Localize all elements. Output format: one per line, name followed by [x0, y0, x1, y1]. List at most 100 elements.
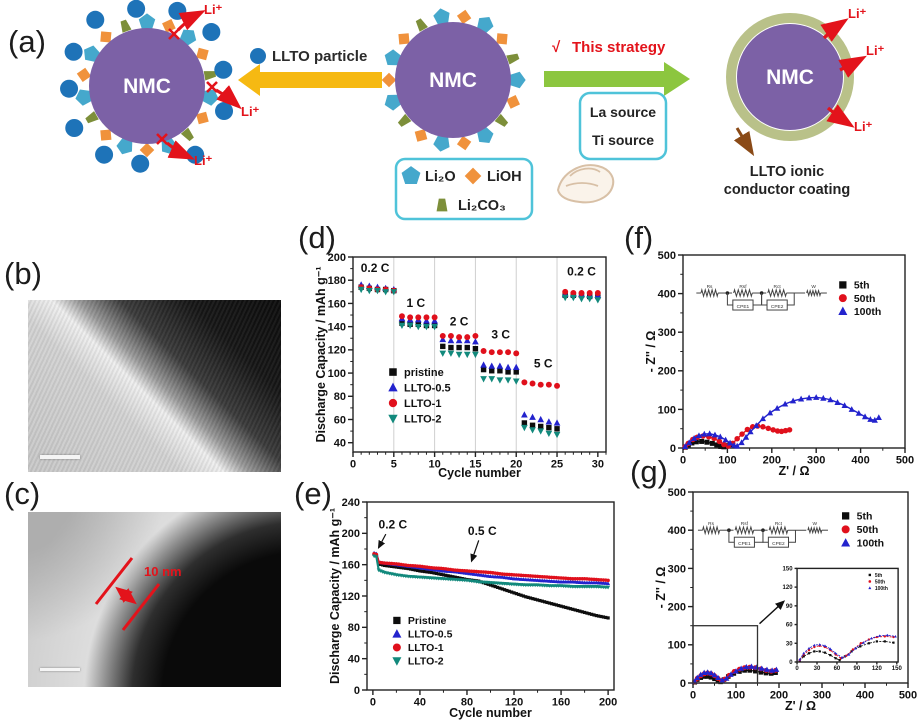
strategy-label: This strategy: [572, 39, 666, 56]
svg-text:5: 5: [391, 458, 397, 470]
svg-text:120: 120: [872, 666, 883, 672]
svg-text:15: 15: [469, 458, 481, 470]
y-axis-label: - Z'' / Ω: [654, 567, 668, 609]
strategy-check-icon: √: [552, 39, 561, 56]
svg-text:30: 30: [592, 458, 604, 470]
double-arrow: [115, 586, 137, 605]
svg-text:50th: 50th: [857, 524, 879, 536]
svg-text:0: 0: [370, 696, 376, 708]
scale-bar: [40, 668, 80, 671]
svg-text:200: 200: [668, 601, 686, 613]
svg-text:20: 20: [510, 458, 522, 470]
annotation: 1 C: [406, 296, 425, 310]
svg-text:100th: 100th: [875, 586, 888, 592]
li-ion-label: Li⁺: [194, 153, 213, 168]
annotation: 0.2 C: [379, 518, 408, 532]
svg-text:80: 80: [461, 696, 473, 708]
svg-text:200: 200: [658, 366, 676, 378]
li2o-label: Li₂O: [425, 169, 456, 185]
llto-particle-label: LLTO particle: [272, 48, 367, 65]
x-mark-icon: [156, 28, 218, 145]
panel-c-label: (c): [4, 476, 41, 511]
schematic-panel: NMC NMC NMC LLTO particle √ This strateg…: [60, 0, 885, 221]
svg-text:40: 40: [414, 696, 426, 708]
nyquist-chart-pristine: 0 100 200 300 400 500 0 100 200 300 400 500 Z' / Ω - …: [644, 250, 915, 478]
svg-text:60: 60: [786, 623, 793, 629]
svg-text:Rs: Rs: [707, 284, 713, 290]
svg-text:400: 400: [851, 454, 869, 466]
coating-boundary-line: [121, 583, 161, 631]
svg-text:140: 140: [328, 321, 346, 333]
svg-text:240: 240: [342, 497, 360, 509]
series-100th: [682, 394, 882, 449]
annotation: 2 C: [450, 314, 469, 328]
panel-a-label: (a): [8, 24, 46, 59]
svg-text:LLTO-1: LLTO-1: [408, 642, 444, 654]
species-legend-box: [394, 157, 534, 221]
annotation: 0.2 C: [567, 265, 596, 279]
svg-text:200: 200: [599, 696, 617, 708]
svg-text:100th: 100th: [857, 538, 884, 550]
svg-text:120: 120: [505, 696, 523, 708]
svg-text:500: 500: [658, 250, 676, 262]
x-axis-label: Cycle number: [438, 466, 521, 480]
svg-text:50th: 50th: [854, 293, 876, 305]
svg-text:0: 0: [690, 689, 696, 701]
svg-text:80: 80: [348, 622, 360, 634]
svg-text:5th: 5th: [857, 511, 873, 523]
svg-text:50th: 50th: [875, 579, 885, 585]
x-axis-label: Cycle number: [449, 706, 532, 720]
svg-text:400: 400: [668, 525, 686, 537]
right-arrow: [544, 62, 690, 96]
annotation: 0.2 C: [361, 261, 390, 275]
annotation: 3 C: [491, 327, 510, 341]
li-ion-label: Li⁺: [241, 104, 260, 119]
svg-text:120: 120: [328, 345, 346, 357]
svg-text:150: 150: [783, 567, 794, 573]
svg-text:500: 500: [896, 454, 914, 466]
svg-text:40: 40: [334, 438, 346, 450]
svg-text:100: 100: [668, 640, 686, 652]
svg-text:Rs: Rs: [708, 521, 714, 527]
svg-text:5th: 5th: [875, 573, 883, 579]
svg-text:160: 160: [552, 696, 570, 708]
series-LLTO-2: [372, 554, 611, 590]
svg-text:500: 500: [668, 487, 686, 499]
svg-text:LLTO-2: LLTO-2: [404, 414, 441, 426]
svg-text:LLTO-0.5: LLTO-0.5: [404, 383, 451, 395]
left-arrow: [238, 64, 382, 96]
coating-label-line2: conductor coating: [724, 182, 850, 198]
svg-text:300: 300: [658, 327, 676, 339]
la-source-label: La source: [590, 104, 656, 120]
y-axis-label: - Z'' / Ω: [644, 331, 658, 373]
x-axis-label: Z' / Ω: [785, 699, 816, 713]
tem-image-coated: [28, 512, 281, 687]
svg-text:500: 500: [899, 689, 917, 701]
svg-text:0: 0: [789, 660, 793, 666]
svg-text:30: 30: [814, 666, 821, 672]
scale-bar: [40, 455, 80, 459]
coating-thickness-annotation: 10 nm: [94, 557, 182, 631]
svg-text:CPE1: CPE1: [738, 541, 751, 547]
svg-text:Rct: Rct: [775, 521, 783, 527]
svg-text:120: 120: [342, 591, 360, 603]
coating-callout-arrow: [733, 127, 755, 157]
panel-b-label: (b): [4, 256, 42, 291]
svg-text:200: 200: [342, 528, 360, 540]
svg-text:400: 400: [658, 288, 676, 300]
equivalent-circuit-inset: Rs Rsf CPE1 Rct CPE2 W: [697, 521, 828, 548]
svg-text:LLTO-1: LLTO-1: [404, 398, 441, 410]
svg-text:W: W: [813, 521, 818, 527]
li-ion-label: Li⁺: [204, 2, 223, 17]
panel-g-label: (g): [630, 454, 668, 489]
svg-text:300: 300: [813, 689, 831, 701]
svg-text:Rsf: Rsf: [739, 284, 747, 290]
y-axis-label: Discharge Capacity / mAh g⁻¹: [328, 508, 342, 684]
svg-text:25: 25: [551, 458, 563, 470]
species-legend-icons: [401, 166, 482, 212]
inset-series-100th: [798, 633, 897, 661]
